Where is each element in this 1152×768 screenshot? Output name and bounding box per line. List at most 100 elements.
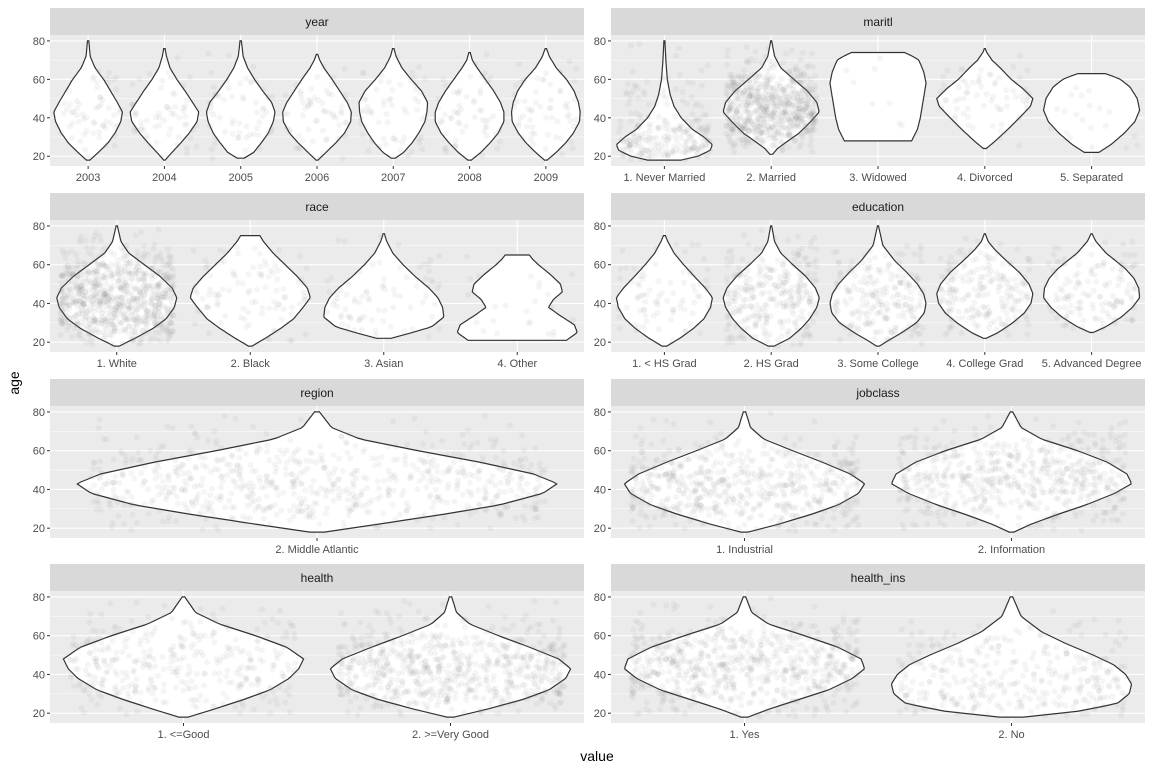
data-point <box>330 497 337 504</box>
data-point <box>667 505 674 512</box>
data-point <box>170 90 176 97</box>
data-point <box>768 90 775 97</box>
data-point <box>1023 105 1030 112</box>
data-point <box>1071 253 1078 260</box>
data-point <box>643 291 650 298</box>
data-point <box>646 149 653 156</box>
data-point <box>389 87 396 93</box>
data-point <box>403 274 410 281</box>
data-point <box>962 308 969 315</box>
data-point <box>195 482 201 489</box>
data-point <box>369 110 376 117</box>
data-point <box>728 139 735 146</box>
data-point <box>758 58 765 65</box>
data-point <box>1017 308 1024 315</box>
data-point <box>937 285 944 292</box>
data-point <box>130 102 137 109</box>
data-point <box>243 123 250 130</box>
data-point <box>324 309 330 316</box>
data-point <box>492 454 499 461</box>
data-point <box>752 98 759 104</box>
data-point <box>691 288 698 294</box>
data-point <box>729 451 736 458</box>
data-point <box>180 104 187 111</box>
data-point <box>676 126 683 132</box>
data-point <box>282 465 289 472</box>
data-point <box>434 468 441 475</box>
data-point <box>479 117 486 123</box>
data-point <box>97 458 104 465</box>
jitter-points <box>723 44 820 156</box>
data-point <box>564 113 571 120</box>
data-point <box>171 91 178 98</box>
data-point <box>649 150 656 157</box>
data-point <box>275 267 282 274</box>
data-point <box>680 279 687 286</box>
data-point <box>230 117 237 124</box>
data-point <box>780 448 787 454</box>
data-point <box>779 86 786 93</box>
data-point <box>228 93 235 100</box>
data-point <box>83 339 90 346</box>
data-point <box>689 241 696 248</box>
data-point <box>969 79 976 86</box>
data-point <box>718 517 725 524</box>
data-point <box>275 301 282 308</box>
data-point <box>363 289 370 296</box>
data-point <box>809 50 815 57</box>
data-point <box>803 88 810 95</box>
data-point <box>1025 90 1032 97</box>
data-point <box>517 475 524 482</box>
data-point <box>94 262 101 269</box>
data-point <box>787 128 794 135</box>
data-point <box>1055 296 1062 303</box>
data-point <box>811 418 818 425</box>
data-point <box>775 94 781 101</box>
data-point <box>309 138 316 145</box>
data-point <box>244 309 251 316</box>
data-point <box>791 79 798 85</box>
data-point <box>661 116 667 123</box>
data-point <box>771 109 778 116</box>
data-point <box>803 123 810 130</box>
data-point <box>781 101 788 108</box>
data-point <box>646 523 653 530</box>
data-point <box>635 133 642 140</box>
data-point <box>500 447 507 454</box>
data-point <box>953 106 960 112</box>
data-point <box>746 92 753 99</box>
data-point <box>265 273 272 280</box>
data-point <box>772 513 778 520</box>
data-point <box>682 156 689 163</box>
data-point <box>646 101 653 108</box>
data-point <box>275 492 282 499</box>
data-point <box>743 84 750 91</box>
data-point <box>774 448 781 454</box>
data-point <box>62 263 69 270</box>
data-point <box>136 76 143 83</box>
data-point <box>105 105 112 112</box>
data-point <box>724 493 731 499</box>
data-point <box>468 441 475 448</box>
data-point <box>640 88 647 95</box>
data-point <box>527 117 533 123</box>
data-point <box>421 261 428 268</box>
data-point <box>95 425 102 431</box>
data-point <box>268 125 275 132</box>
data-point <box>132 232 139 239</box>
data-point <box>548 114 555 121</box>
data-point <box>642 130 649 137</box>
data-point <box>423 484 430 490</box>
data-point <box>648 441 655 448</box>
data-point <box>626 137 633 144</box>
data-point <box>376 461 383 468</box>
data-point <box>754 281 761 288</box>
data-point <box>649 483 656 490</box>
data-point <box>1128 317 1135 324</box>
data-point <box>182 103 189 110</box>
data-point <box>705 138 712 145</box>
data-point <box>229 477 236 484</box>
data-point <box>807 142 814 149</box>
data-point <box>998 106 1005 113</box>
data-point <box>207 272 214 279</box>
